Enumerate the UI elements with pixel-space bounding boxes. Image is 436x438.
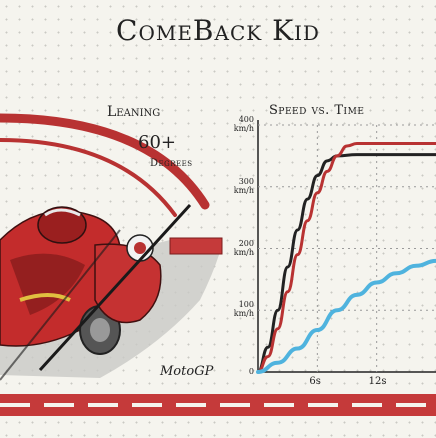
vertical-reference-line <box>0 229 121 381</box>
y-tick-unit: km/h <box>233 247 254 257</box>
y-tick-label: 400 km/h <box>224 115 254 133</box>
leaning-label: Leaning <box>107 104 161 120</box>
page-title: ComeBack Kid <box>116 14 320 47</box>
leaning-unit: Degrees <box>150 158 193 169</box>
y-tick-label: 200 km/h <box>224 239 254 257</box>
motogp-logo-text: MotoGP <box>160 364 214 379</box>
kerb-arc-outer <box>0 113 210 210</box>
series-line-2 <box>256 142 436 374</box>
y-tick-unit: km/h <box>233 309 254 319</box>
kerb-arc-inner <box>0 138 177 217</box>
lean-angle-line <box>38 203 192 372</box>
series-line-3 <box>256 258 436 374</box>
y-tick-label: 300 km/h <box>224 177 254 195</box>
y-tick-value: 200 <box>238 238 254 248</box>
y-tick-value: 300 <box>238 176 254 186</box>
pit-wall <box>169 237 223 255</box>
series-line-1 <box>256 153 436 374</box>
chart-series <box>256 142 436 374</box>
motorcycle-rider-icon <box>0 206 162 355</box>
y-tick-value: 0 <box>248 367 254 376</box>
y-tick-value: 400 <box>238 115 254 124</box>
x-tick-label: 12s <box>368 376 387 387</box>
y-tick-label: 0 <box>224 367 254 376</box>
x-tick-label: 6s <box>309 376 321 387</box>
leaning-value: 60+ <box>138 132 176 153</box>
y-tick-unit: km/h <box>233 185 254 195</box>
y-tick-value: 100 <box>238 300 254 310</box>
y-tick-label: 100 km/h <box>224 300 254 318</box>
y-tick-unit: km/h <box>233 124 254 133</box>
chart-title: Speed vs. Time <box>269 103 365 118</box>
chart-grid <box>258 124 436 372</box>
kerb-stripe <box>0 394 436 416</box>
